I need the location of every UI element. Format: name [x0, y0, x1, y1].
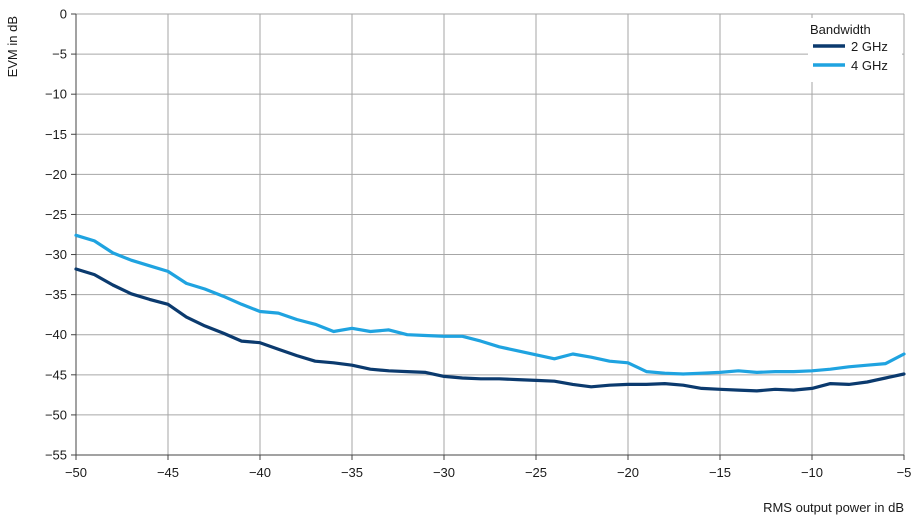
x-tick-label: −50: [65, 465, 87, 480]
x-tick-label: −5: [897, 465, 912, 480]
legend-background: [808, 18, 902, 82]
legend-title: Bandwidth: [810, 22, 871, 37]
legend: Bandwidth 2 GHz 4 GHz: [808, 18, 902, 82]
x-tick-label: −10: [801, 465, 823, 480]
y-tick-label: −25: [45, 207, 67, 222]
legend-label-2ghz: 2 GHz: [851, 39, 888, 54]
y-tick-label: −10: [45, 87, 67, 102]
x-tick-label: −20: [617, 465, 639, 480]
y-tick-label: −30: [45, 247, 67, 262]
y-axis-label: EVM in dB: [5, 16, 20, 77]
x-axis-label: RMS output power in dB: [763, 500, 904, 515]
y-tick-label: −35: [45, 287, 67, 302]
y-tick-label: −50: [45, 407, 67, 422]
y-tick-label: −40: [45, 327, 67, 342]
grid: [76, 13, 905, 455]
series-line-4ghz: [74, 233, 906, 376]
x-tick-label: −40: [249, 465, 271, 480]
y-tick-label: −20: [45, 167, 67, 182]
x-tick-label: −45: [157, 465, 179, 480]
y-tick-label: −5: [52, 47, 67, 62]
y-tick-label: −55: [45, 448, 67, 463]
y-tick-label: 0: [60, 7, 67, 22]
x-tick-label: −35: [341, 465, 363, 480]
x-tick-label: −25: [525, 465, 547, 480]
series-lines: [74, 233, 906, 393]
x-tick-label: −30: [433, 465, 455, 480]
y-tick-label: −45: [45, 367, 67, 382]
axes: −50 −45 −40 −35 −30 −25 −20 −15 −10 −50−5−10−15−2…: [45, 7, 911, 481]
y-tick-label: −15: [45, 127, 67, 142]
legend-label-4ghz: 4 GHz: [851, 58, 888, 73]
series-line-2ghz: [74, 267, 906, 393]
x-tick-label: −15: [709, 465, 731, 480]
